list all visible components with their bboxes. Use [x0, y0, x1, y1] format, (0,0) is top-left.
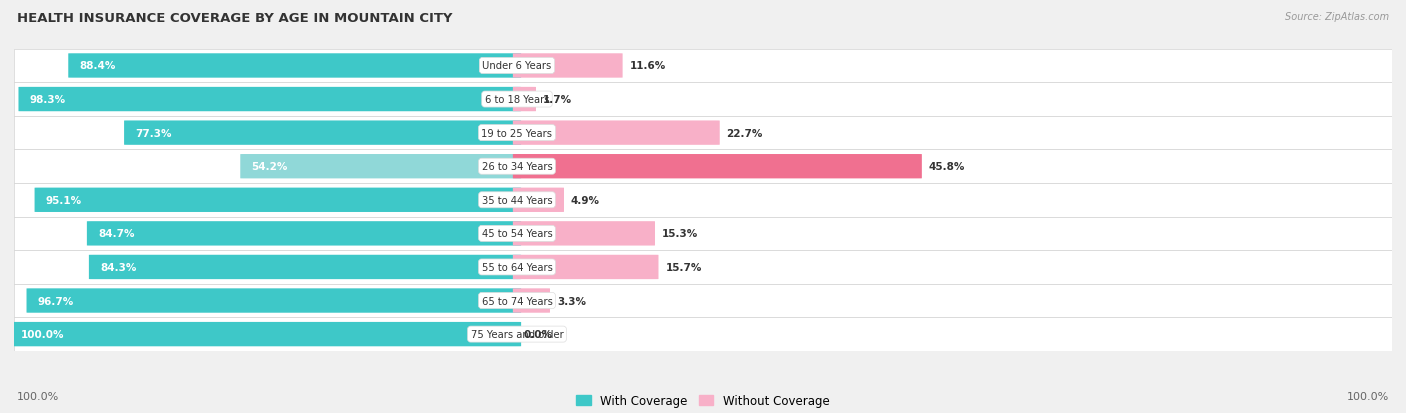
FancyBboxPatch shape	[513, 121, 720, 145]
Text: 22.7%: 22.7%	[727, 128, 763, 138]
Text: 77.3%: 77.3%	[135, 128, 172, 138]
Text: 26 to 34 Years: 26 to 34 Years	[482, 162, 553, 172]
Bar	[14, 50, 1392, 83]
FancyBboxPatch shape	[513, 222, 655, 246]
Text: 15.7%: 15.7%	[665, 262, 702, 272]
FancyBboxPatch shape	[87, 222, 522, 246]
FancyBboxPatch shape	[513, 289, 550, 313]
Legend: With Coverage, Without Coverage: With Coverage, Without Coverage	[572, 389, 834, 411]
Text: Under 6 Years: Under 6 Years	[482, 61, 551, 71]
Text: 100.0%: 100.0%	[1347, 391, 1389, 401]
Text: 100.0%: 100.0%	[17, 391, 59, 401]
FancyBboxPatch shape	[69, 54, 522, 78]
FancyBboxPatch shape	[124, 121, 522, 145]
FancyBboxPatch shape	[513, 54, 623, 78]
Text: 88.4%: 88.4%	[79, 61, 115, 71]
FancyBboxPatch shape	[18, 88, 522, 112]
FancyBboxPatch shape	[513, 88, 536, 112]
FancyBboxPatch shape	[513, 154, 922, 179]
FancyBboxPatch shape	[35, 188, 522, 212]
Text: 45.8%: 45.8%	[929, 162, 965, 172]
Text: 1.7%: 1.7%	[543, 95, 572, 105]
FancyBboxPatch shape	[10, 322, 522, 347]
Text: HEALTH INSURANCE COVERAGE BY AGE IN MOUNTAIN CITY: HEALTH INSURANCE COVERAGE BY AGE IN MOUN…	[17, 12, 453, 25]
FancyBboxPatch shape	[513, 255, 658, 280]
FancyBboxPatch shape	[89, 255, 522, 280]
FancyBboxPatch shape	[240, 154, 522, 179]
Text: Source: ZipAtlas.com: Source: ZipAtlas.com	[1285, 12, 1389, 22]
Text: 45 to 54 Years: 45 to 54 Years	[482, 229, 553, 239]
Text: 11.6%: 11.6%	[630, 61, 666, 71]
Text: 84.3%: 84.3%	[100, 262, 136, 272]
Bar	[14, 284, 1392, 318]
Bar	[14, 150, 1392, 183]
FancyBboxPatch shape	[27, 289, 522, 313]
Text: 100.0%: 100.0%	[21, 329, 65, 339]
Bar	[14, 318, 1392, 351]
Text: 15.3%: 15.3%	[662, 229, 699, 239]
Text: 4.9%: 4.9%	[571, 195, 600, 205]
Text: 75 Years and older: 75 Years and older	[471, 329, 564, 339]
Text: 65 to 74 Years: 65 to 74 Years	[481, 296, 553, 306]
Text: 98.3%: 98.3%	[30, 95, 66, 105]
Text: 95.1%: 95.1%	[45, 195, 82, 205]
FancyBboxPatch shape	[513, 188, 564, 212]
Text: 35 to 44 Years: 35 to 44 Years	[482, 195, 553, 205]
Text: 84.7%: 84.7%	[98, 229, 135, 239]
Bar	[14, 183, 1392, 217]
Text: 54.2%: 54.2%	[252, 162, 288, 172]
Bar	[14, 83, 1392, 116]
Text: 6 to 18 Years: 6 to 18 Years	[485, 95, 550, 105]
Text: 96.7%: 96.7%	[38, 296, 73, 306]
Bar	[14, 217, 1392, 251]
Text: 55 to 64 Years: 55 to 64 Years	[481, 262, 553, 272]
Text: 3.3%: 3.3%	[557, 296, 586, 306]
Text: 19 to 25 Years: 19 to 25 Years	[481, 128, 553, 138]
Text: 0.0%: 0.0%	[524, 329, 553, 339]
Bar	[14, 116, 1392, 150]
Bar	[14, 251, 1392, 284]
